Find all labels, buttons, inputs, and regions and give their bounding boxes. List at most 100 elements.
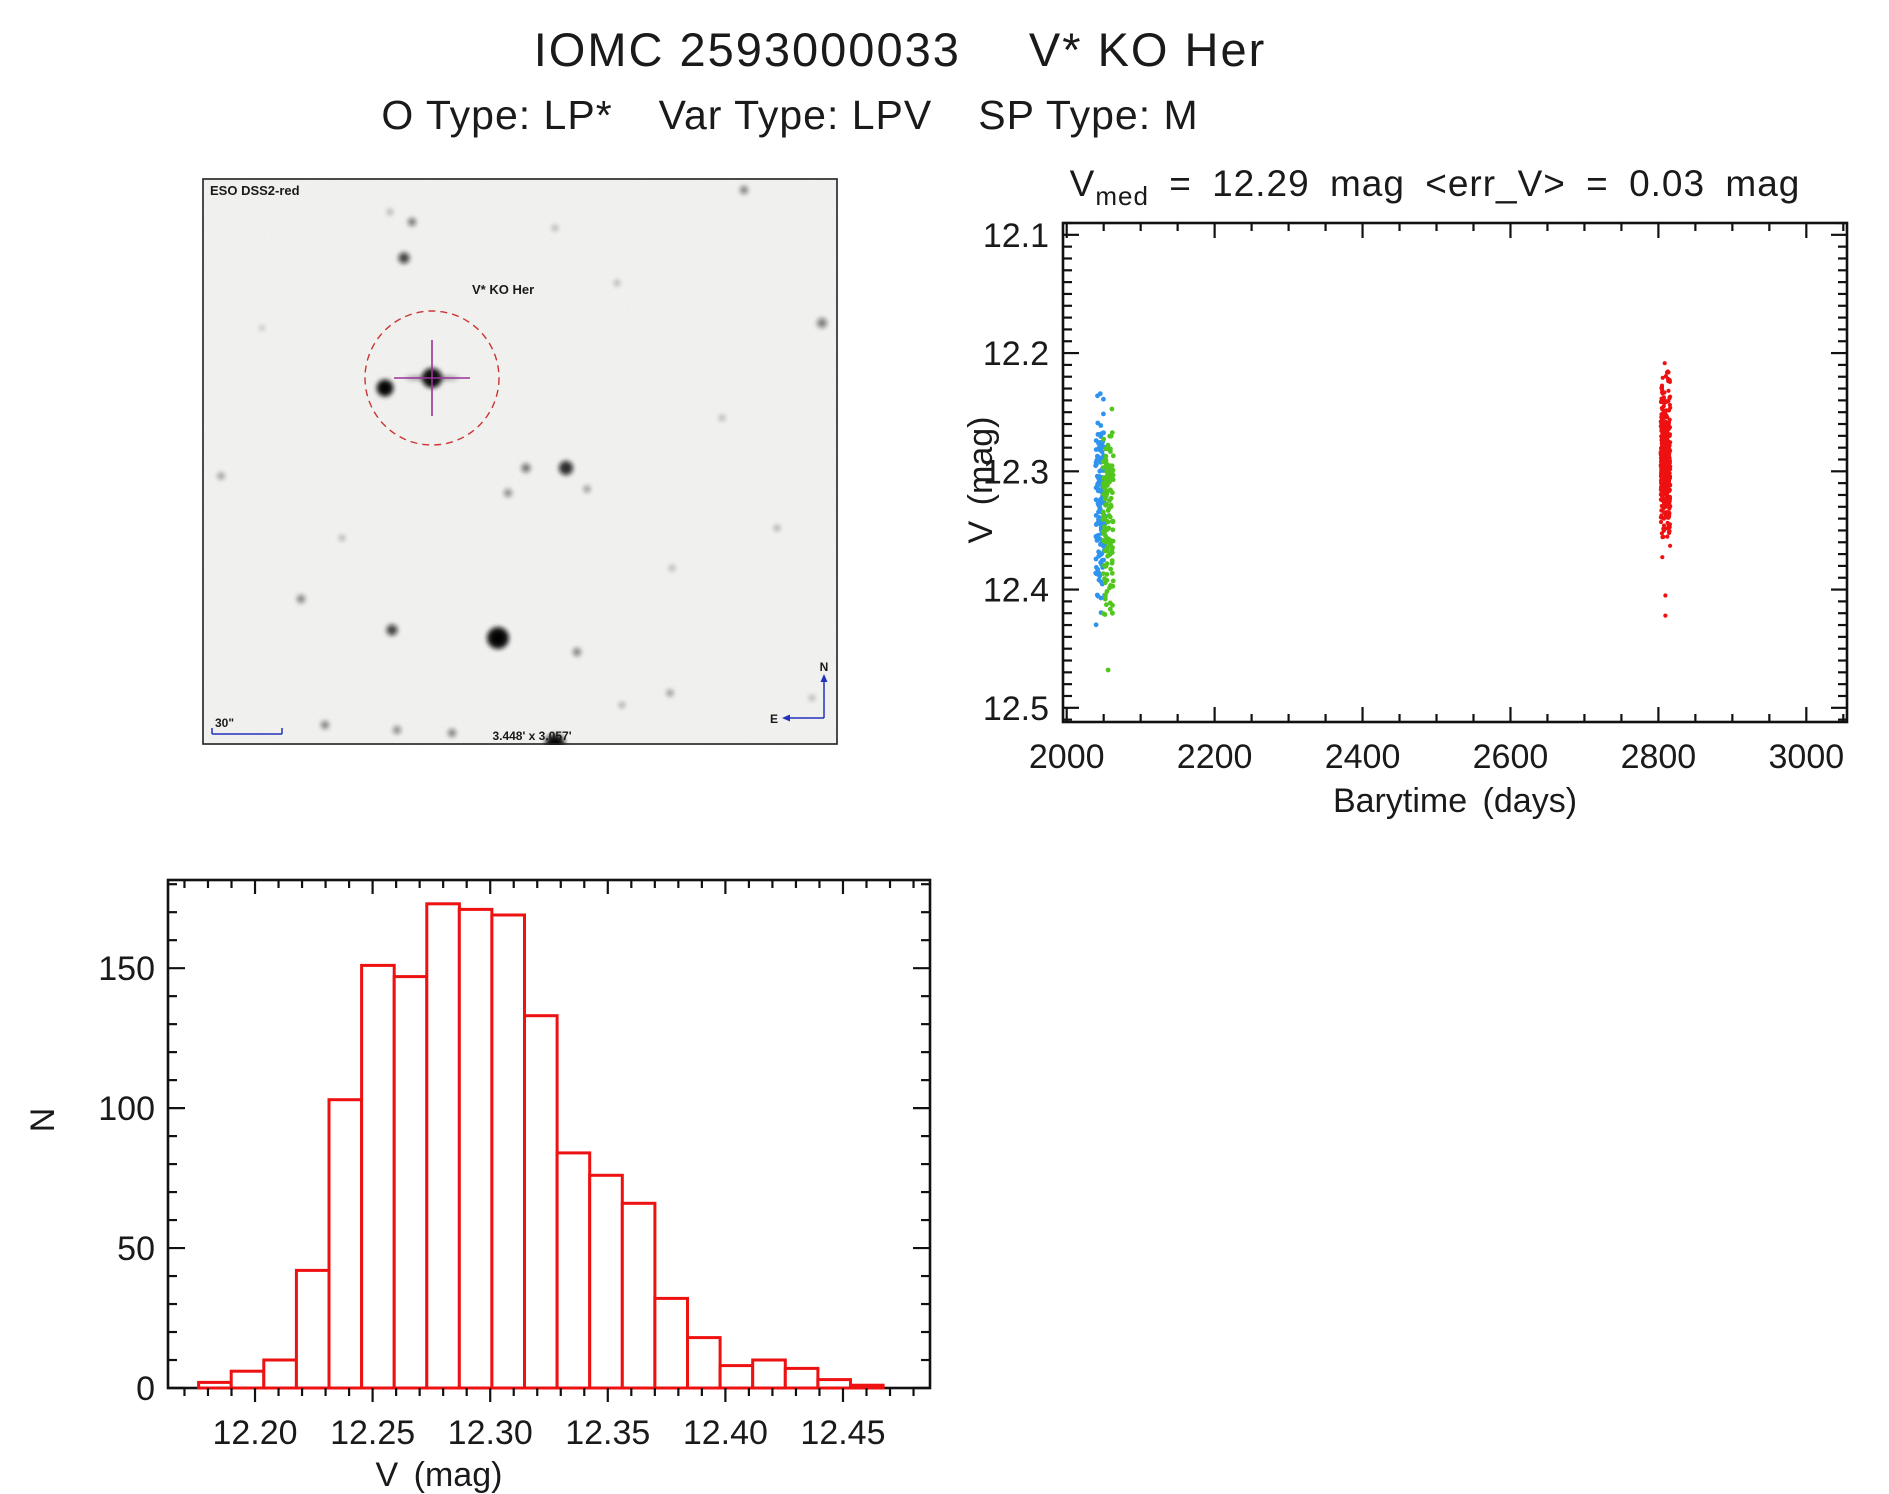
- data-point: [1666, 447, 1671, 452]
- data-point: [1662, 467, 1667, 472]
- outlier-point: [1663, 613, 1668, 618]
- data-point: [1106, 525, 1112, 531]
- data-point: [1103, 474, 1109, 480]
- data-point: [1664, 441, 1670, 446]
- data-point: [1105, 545, 1110, 550]
- data-point: [1665, 515, 1670, 520]
- histogram-bar: [555, 1151, 592, 1390]
- y-tick-label: 0: [136, 1370, 155, 1408]
- data-point: [1096, 577, 1102, 583]
- data-point: [1095, 420, 1101, 426]
- star: [408, 218, 416, 226]
- target-star-label: V* KO Her: [472, 282, 534, 297]
- data-point: [1100, 571, 1106, 576]
- data-point: [1663, 432, 1669, 437]
- page-title-id: IOMC 2593000033: [533, 23, 961, 76]
- data-point: [1109, 610, 1115, 616]
- data-point: [1099, 444, 1105, 450]
- data-point: [1104, 589, 1110, 594]
- star: [297, 595, 305, 603]
- data-point: [1104, 463, 1110, 469]
- data-point: [1658, 399, 1664, 405]
- histogram-bar: [686, 1336, 722, 1390]
- histogram-bar: [620, 1201, 657, 1390]
- data-point: [1661, 500, 1667, 506]
- data-point: [1660, 387, 1665, 392]
- data-point: [1110, 490, 1115, 496]
- data-point: [1108, 495, 1114, 501]
- data-point: [1109, 519, 1115, 524]
- star: [619, 702, 625, 708]
- data-point: [1666, 388, 1671, 393]
- data-point: [1095, 593, 1101, 599]
- data-point: [1097, 391, 1103, 397]
- histogram-bar: [457, 907, 494, 1390]
- data-point: [1107, 551, 1113, 556]
- data-point: [1101, 411, 1106, 417]
- data-point: [1666, 468, 1671, 474]
- data-point: [1095, 454, 1100, 459]
- star: [809, 695, 815, 701]
- data-point: [1661, 506, 1666, 511]
- data-point: [1102, 539, 1108, 545]
- data-point: [1108, 449, 1113, 454]
- data-point: [1102, 596, 1108, 602]
- data-point: [1662, 361, 1667, 366]
- histogram-bar: [588, 1173, 624, 1390]
- data-point: [1109, 560, 1115, 566]
- data-point: [1659, 482, 1664, 487]
- epoch2-camera-red: [1658, 361, 1673, 618]
- star: [583, 485, 591, 493]
- x-tick-label: 12.25: [330, 1414, 415, 1452]
- data-point: [1667, 458, 1672, 463]
- data-point: [1666, 455, 1672, 460]
- data-point: [1096, 570, 1102, 576]
- star: [448, 729, 456, 737]
- data-point: [1659, 470, 1664, 475]
- data-point: [1658, 497, 1663, 502]
- y-tick-label: 12.2: [983, 335, 1049, 373]
- data-point: [1109, 406, 1115, 412]
- histogram-bar: [229, 1369, 266, 1390]
- data-point: [1661, 436, 1666, 441]
- histogram-bar: [262, 1358, 298, 1390]
- histogram-bar: [294, 1268, 331, 1390]
- x-axis-label: Barytime (days): [1333, 782, 1577, 820]
- data-point: [1667, 496, 1673, 501]
- data-point: [1109, 570, 1115, 576]
- star: [259, 325, 265, 331]
- outlier-point: [1105, 667, 1111, 673]
- data-point: [1105, 442, 1111, 448]
- data-point: [1103, 457, 1109, 463]
- data-point: [1104, 483, 1110, 488]
- star: [614, 280, 620, 286]
- data-point: [1665, 534, 1670, 539]
- data-point: [1093, 463, 1098, 469]
- histogram-bar: [523, 1014, 559, 1390]
- data-point: [1659, 383, 1665, 388]
- x-axis-label: V (mag): [376, 1456, 503, 1494]
- data-point: [1099, 551, 1105, 556]
- axis-ticks: [168, 880, 930, 1402]
- data-point: [1664, 370, 1670, 375]
- data-point: [1662, 450, 1667, 455]
- data-point: [1668, 543, 1673, 548]
- star: [774, 525, 780, 531]
- histogram-bar: [490, 913, 526, 1390]
- data-point: [1659, 489, 1664, 494]
- histogram-bar: [849, 1383, 885, 1390]
- vartype-label: Var Type: LPV: [658, 92, 933, 138]
- star: [559, 461, 573, 475]
- data-point: [1110, 453, 1116, 459]
- star: [393, 726, 401, 734]
- data-point: [1663, 374, 1668, 379]
- y-tick-label: 100: [98, 1090, 155, 1128]
- data-point: [1659, 478, 1664, 483]
- data-point: [1095, 432, 1101, 437]
- data-point: [1094, 473, 1100, 479]
- data-point: [1095, 532, 1101, 538]
- star: [521, 463, 531, 473]
- x-tick-label: 12.45: [800, 1414, 885, 1452]
- compass-east-label: E: [770, 712, 778, 726]
